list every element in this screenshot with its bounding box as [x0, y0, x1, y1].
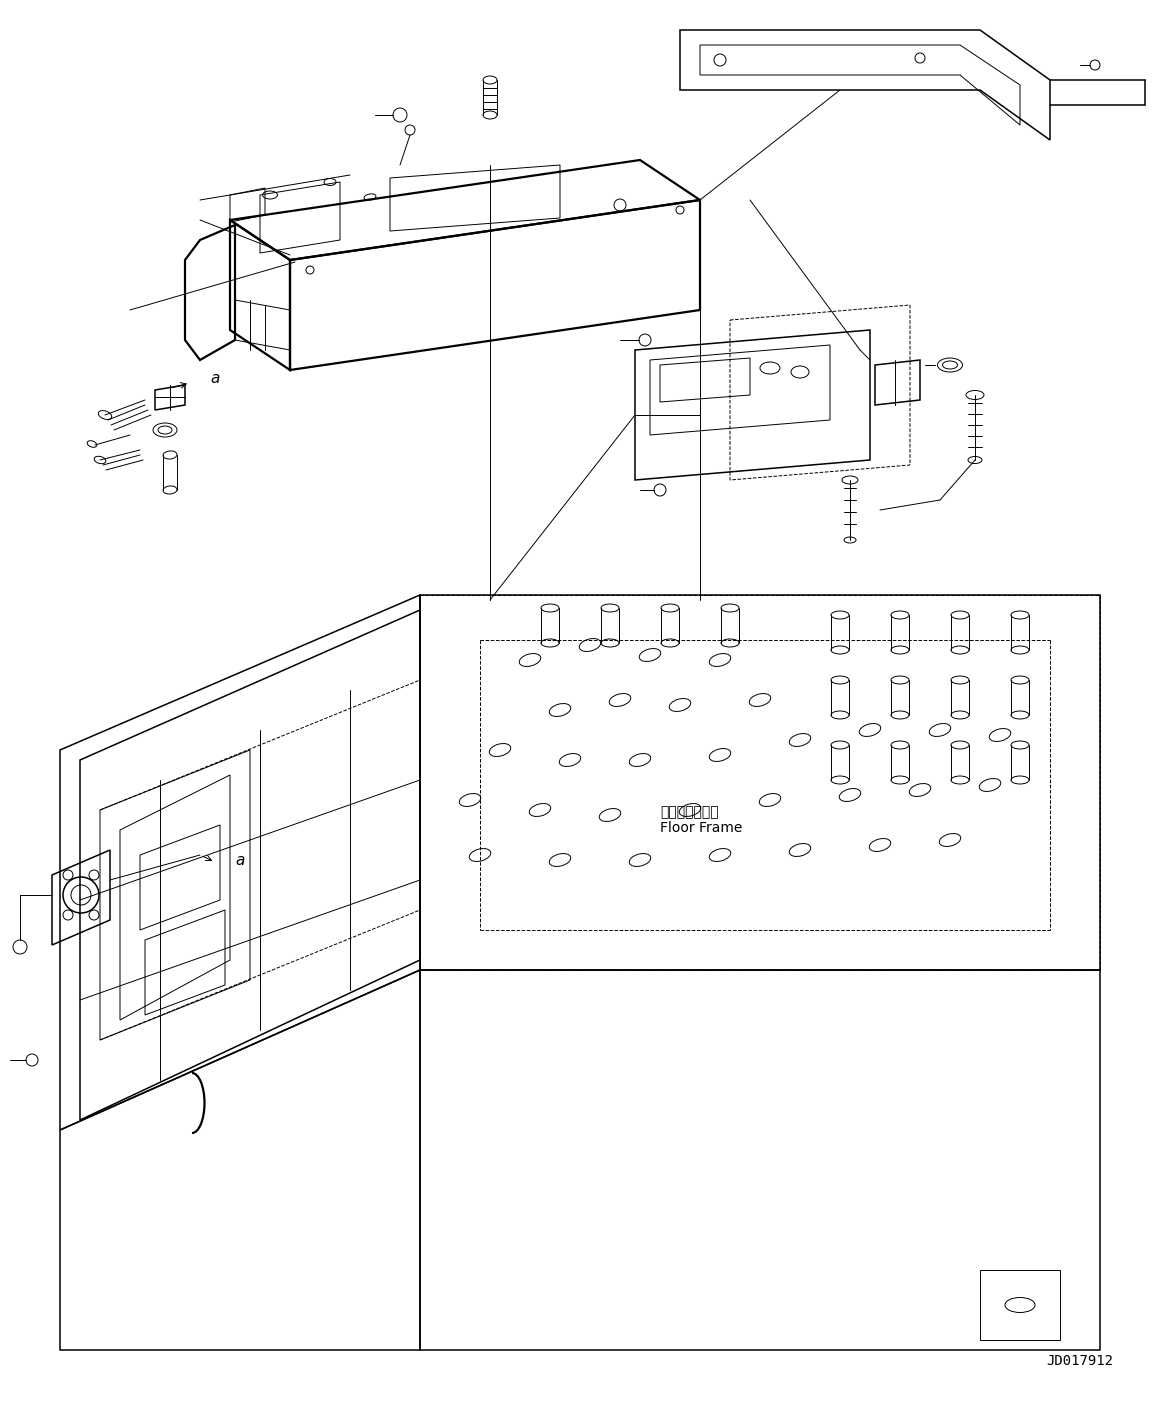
Text: JD017912: JD017912 [1047, 1354, 1113, 1368]
Text: a: a [235, 853, 244, 867]
Text: a: a [211, 370, 220, 386]
Text: フロアフレーム
Floor Frame: フロアフレーム Floor Frame [659, 805, 742, 835]
